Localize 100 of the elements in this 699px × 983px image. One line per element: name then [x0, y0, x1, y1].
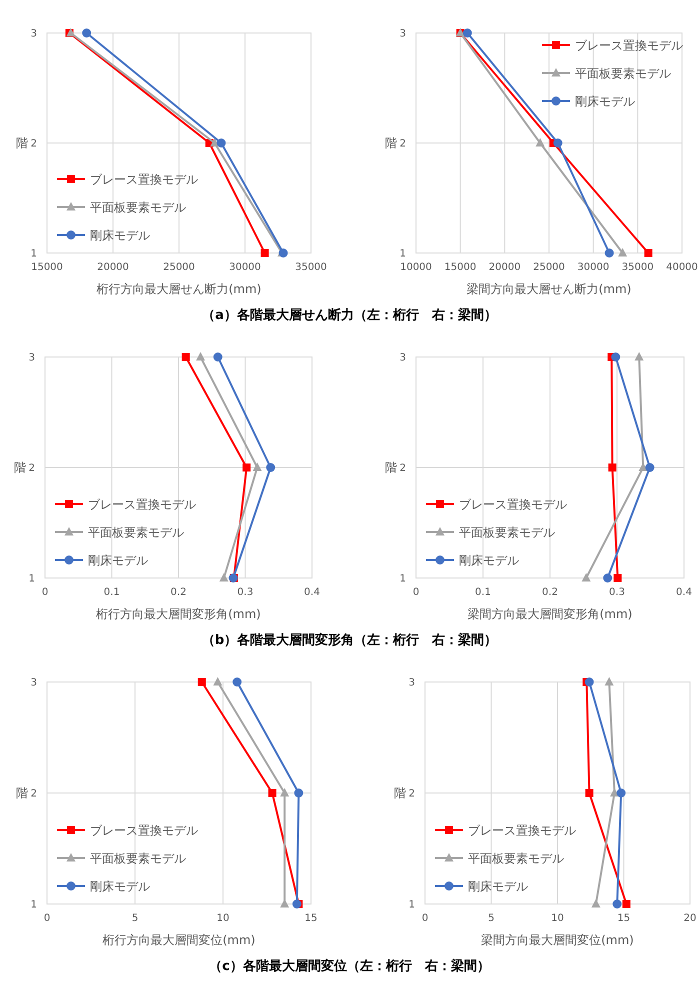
x-tick-label: 0 [44, 913, 50, 924]
point [182, 353, 190, 361]
point [622, 900, 630, 908]
point [591, 899, 600, 908]
point [611, 352, 620, 362]
point [213, 352, 222, 362]
point [198, 678, 206, 686]
x-tick-label: 0.3 [237, 587, 254, 598]
x-axis-title: 桁行方向最大層せん断力(mm) [96, 282, 262, 296]
y-tick-label: 1 [400, 248, 406, 260]
x-tick-label: 25000 [163, 262, 195, 273]
y-tick-label: 2 [408, 788, 415, 800]
point [213, 677, 222, 686]
point [294, 788, 304, 798]
y-tick-label: 2 [30, 788, 37, 800]
legend-label: ブレース置換モデル [468, 824, 576, 838]
point [610, 788, 619, 796]
x-tick-label: 10 [216, 913, 230, 924]
y-axis-title: 階 [385, 136, 397, 150]
y-tick-label: 3 [30, 678, 37, 688]
point [604, 677, 614, 686]
legend-label: 剛床モデル [90, 228, 150, 242]
point [252, 462, 262, 471]
x-tick-label: 15000 [31, 262, 63, 273]
x-tick-label: 0.2 [542, 587, 558, 598]
y-tick-label: 2 [400, 463, 406, 474]
legend-label: 剛床モデル [88, 554, 148, 568]
y-axis-title: 階 [394, 786, 406, 800]
x-tick-label: 0 [422, 913, 428, 924]
x-tick-label: 0.2 [170, 587, 186, 598]
x-tick-label: 35000 [295, 262, 327, 273]
x-axis-title: 桁行方向最大層間変位(mm) [102, 933, 256, 947]
text: （b）各階最大層間変形角（左：桁行 右：梁間） [202, 632, 498, 648]
point [242, 464, 251, 472]
y-axis-title: 階 [16, 136, 28, 150]
y-tick-label: 3 [30, 28, 37, 40]
legend-label: 平面板要素モデル [468, 852, 564, 866]
x-tick-label: 0.1 [475, 587, 491, 598]
y-tick-label: 2 [400, 138, 406, 150]
legend-label: 平面板要素モデル [90, 200, 186, 214]
x-tick-label: 15 [304, 913, 318, 924]
y-tick-label: 1 [30, 900, 37, 910]
point [608, 464, 616, 472]
x-tick-label: 30000 [577, 262, 610, 273]
y-axis-title: 階 [14, 460, 26, 474]
x-axis-title: 桁行方向最大層間変形角(mm) [96, 607, 261, 621]
point [603, 574, 612, 582]
y-tick-label: 1 [30, 248, 37, 260]
point [196, 352, 206, 360]
legend-label: 平面板要素モデル [88, 526, 184, 540]
x-tick-label: 5 [132, 913, 138, 924]
x-tick-label: 20000 [97, 262, 129, 273]
x-tick-label: 0 [412, 587, 420, 598]
point [634, 352, 644, 360]
x-axis-title: 梁間方向最大層間変位(mm) [481, 933, 634, 947]
text: （c）各階最大層間変位（左：桁行 右：梁間） [209, 958, 490, 974]
legend-label: ブレース置換モデル [575, 38, 683, 52]
legend-label: 剛床モデル [90, 880, 150, 894]
point [82, 28, 92, 38]
y-tick-label: 3 [400, 352, 406, 364]
x-axis-title: 梁間方向最大層せん断力(mm) [466, 282, 632, 296]
legend-label: 剛床モデル [468, 880, 528, 894]
legend-label: 平面板要素モデル [90, 852, 186, 866]
x-tick-label: 35000 [622, 262, 654, 273]
y-tick-label: 1 [28, 574, 35, 584]
point [618, 248, 628, 256]
x-tick-label: 20 [684, 913, 696, 924]
point [584, 678, 594, 686]
y-axis-title: 階 [385, 460, 397, 474]
point [292, 900, 302, 908]
point [280, 788, 290, 796]
legend-label: 平面板要素モデル [459, 526, 555, 540]
legend-label: ブレース置換モデル [90, 824, 198, 838]
legend-label: ブレース置換モデル [459, 498, 567, 512]
legend-label: ブレース置換モデル [88, 498, 196, 512]
y-tick-label: 3 [28, 352, 35, 364]
y-tick-label: 1 [400, 574, 406, 584]
point [645, 463, 654, 472]
point [644, 249, 652, 257]
legend-label: 平面板要素モデル [575, 66, 671, 80]
x-axis-title: 梁間方向最大層間変形角(mm) [468, 607, 632, 621]
point [210, 138, 220, 146]
point [216, 138, 226, 148]
point [219, 573, 228, 582]
x-tick-label: 0 [42, 587, 48, 598]
x-tick-label: 40000 [666, 262, 698, 273]
text: （a）各階最大層せん断力（左：桁行 右：梁間） [202, 307, 497, 323]
y-tick-label: 3 [400, 28, 406, 40]
x-tick-label: 25000 [533, 262, 565, 273]
y-tick-label: 1 [408, 900, 415, 910]
y-tick-label: 3 [408, 678, 415, 688]
point [260, 249, 269, 257]
x-tick-label: 0.4 [676, 587, 692, 598]
point [462, 28, 472, 38]
x-tick-label: 20000 [488, 262, 521, 273]
legend-label: 剛床モデル [459, 554, 519, 568]
y-axis-title: 階 [16, 786, 28, 800]
point [585, 789, 594, 797]
x-tick-label: 5 [488, 913, 494, 924]
x-tick-label: 0.4 [304, 587, 320, 598]
